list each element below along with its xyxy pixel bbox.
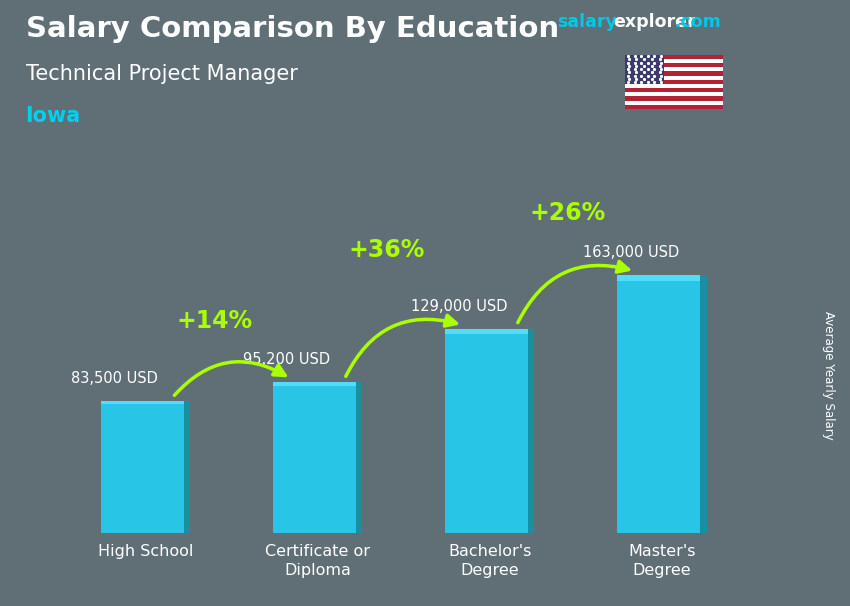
Bar (273, 382, 356, 386)
Bar (625, 80, 722, 84)
Bar (625, 63, 722, 67)
Bar (617, 275, 700, 281)
Bar (445, 328, 528, 334)
Bar (184, 401, 190, 533)
Text: salary: salary (557, 13, 616, 32)
Text: .com: .com (674, 13, 721, 32)
Bar (625, 67, 722, 72)
Bar (101, 401, 184, 404)
Text: +26%: +26% (529, 201, 605, 225)
Text: Technical Project Manager: Technical Project Manager (26, 64, 297, 84)
Text: Iowa: Iowa (26, 106, 81, 126)
Bar (617, 275, 706, 533)
Text: +14%: +14% (177, 308, 252, 333)
Text: 83,500 USD: 83,500 USD (71, 371, 158, 386)
Bar (625, 96, 722, 101)
Bar (625, 84, 722, 88)
Bar (445, 328, 535, 533)
Bar (625, 72, 722, 76)
Text: +36%: +36% (348, 238, 425, 262)
Text: explorer: explorer (613, 13, 695, 32)
Bar (625, 55, 722, 59)
Bar (356, 382, 362, 533)
Text: 129,000 USD: 129,000 USD (411, 299, 507, 313)
Bar (625, 59, 722, 63)
Bar (700, 275, 706, 533)
Text: 163,000 USD: 163,000 USD (583, 245, 679, 259)
Text: Average Yearly Salary: Average Yearly Salary (822, 311, 836, 440)
Bar (528, 328, 535, 533)
Bar (625, 88, 722, 92)
Bar (625, 76, 722, 80)
Bar (625, 55, 664, 84)
Bar (625, 101, 722, 105)
Bar (625, 92, 722, 96)
Text: Salary Comparison By Education: Salary Comparison By Education (26, 15, 558, 43)
Bar (273, 382, 362, 533)
Bar (625, 105, 722, 109)
Text: 95,200 USD: 95,200 USD (243, 352, 331, 367)
Bar (101, 401, 190, 533)
